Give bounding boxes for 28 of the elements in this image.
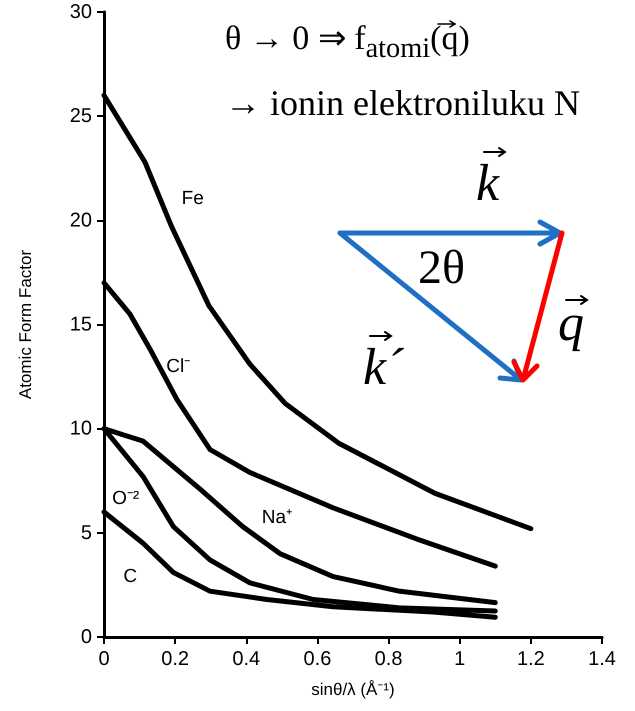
series-label: Na⁺ — [262, 507, 292, 528]
annotation: k´ — [363, 339, 404, 396]
annotation: → ionin elektroniluku N — [225, 83, 580, 123]
y-tick-label: 20 — [70, 209, 92, 232]
series-label: C — [123, 566, 138, 587]
y-tick-label: 10 — [70, 418, 92, 440]
y-tick-label: 30 — [70, 1, 92, 23]
annotation: 2θ — [418, 241, 465, 294]
series-label: Fe — [182, 188, 204, 210]
x-tick-label: 1 — [454, 648, 466, 670]
y-tick-label: 25 — [70, 105, 92, 128]
series-label: O⁻² — [112, 488, 140, 510]
x-tick-label: 0 — [98, 648, 110, 670]
y-tick-label: 0 — [80, 626, 92, 648]
annotation: k — [476, 155, 500, 212]
series-label: Cl⁻ — [166, 356, 190, 377]
x-tick-label: 0.2 — [161, 648, 190, 670]
y-tick-label: 15 — [70, 314, 92, 336]
x-axis-title: sinθ/λ (Å⁻¹) — [311, 680, 395, 699]
x-tick-label: 0.8 — [374, 648, 402, 670]
x-tick-label: 1.4 — [588, 648, 616, 670]
annotation: q — [558, 295, 584, 352]
y-axis-title: Atomic Form Factor — [16, 250, 35, 400]
annotation: θ → 0 ⇒ f$_{atomi}$(q) — [225, 20, 470, 64]
x-tick-label: 1.2 — [516, 648, 545, 670]
y-tick-label: 5 — [80, 522, 92, 544]
x-tick-label: 0.6 — [304, 648, 332, 670]
x-tick-label: 0.4 — [232, 648, 260, 670]
